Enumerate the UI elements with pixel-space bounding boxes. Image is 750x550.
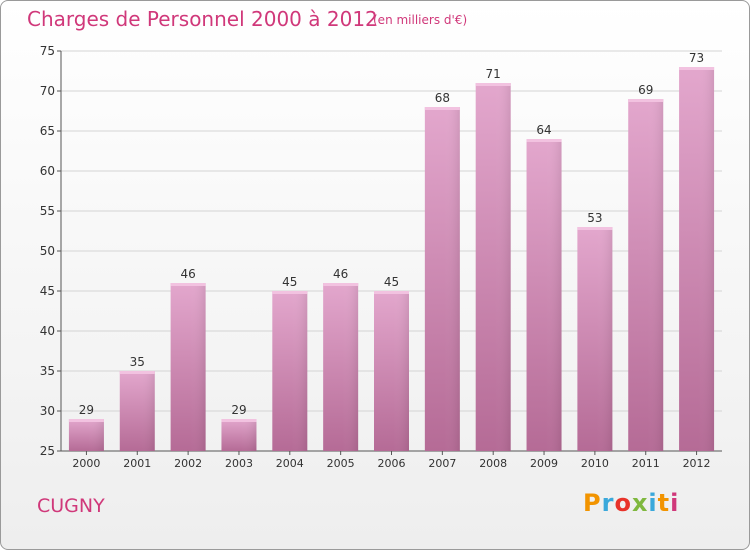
data-labels: 29 35 46 29 45 46 45 68 71 64 53 69 73 bbox=[79, 51, 704, 417]
data-label: 45 bbox=[282, 275, 297, 289]
data-label: 71 bbox=[486, 67, 501, 81]
bar-top bbox=[170, 283, 206, 286]
x-tick-label: 2010 bbox=[581, 457, 609, 470]
x-tick-label: 2007 bbox=[428, 457, 456, 470]
x-tick-label: 2001 bbox=[123, 457, 151, 470]
bar-top bbox=[679, 67, 715, 70]
y-tick-label: 75 bbox=[40, 44, 55, 58]
bar-top bbox=[628, 99, 664, 102]
logo-letter: r bbox=[601, 489, 615, 517]
bar-top bbox=[323, 283, 359, 286]
bar-shade bbox=[272, 291, 308, 451]
logo-letter: i bbox=[648, 489, 658, 517]
logo-letter: o bbox=[614, 489, 632, 517]
x-tick-label: 2009 bbox=[530, 457, 558, 470]
bar-shade bbox=[374, 291, 409, 451]
y-tick-label: 55 bbox=[40, 204, 55, 218]
bar-top bbox=[221, 419, 257, 422]
logo-letter: x bbox=[631, 489, 649, 517]
bar-shade bbox=[119, 371, 155, 451]
bar-top bbox=[475, 83, 511, 86]
bar-shade bbox=[170, 283, 206, 451]
chart-subtitle: (en milliers d'€) bbox=[373, 13, 468, 27]
bar-top bbox=[424, 107, 460, 110]
bars bbox=[68, 67, 715, 451]
bar-shade bbox=[526, 139, 562, 451]
y-tick-labels: 25 30 35 40 45 50 55 60 65 70 75 bbox=[40, 44, 55, 458]
data-label: 29 bbox=[79, 403, 94, 417]
bar-shade bbox=[323, 283, 359, 451]
bar-shade bbox=[221, 419, 257, 451]
data-label: 53 bbox=[587, 211, 602, 225]
bar-top bbox=[526, 139, 562, 142]
x-tick-label: 2000 bbox=[72, 457, 100, 470]
y-tick-label: 35 bbox=[40, 364, 55, 378]
y-tick-label: 60 bbox=[40, 164, 55, 178]
y-tick-label: 65 bbox=[40, 124, 55, 138]
x-tick-label: 2004 bbox=[276, 457, 304, 470]
x-tick-label: 2003 bbox=[225, 457, 253, 470]
logo-letter: i bbox=[670, 489, 680, 517]
bar-shade bbox=[577, 227, 613, 451]
bar-shade bbox=[424, 107, 460, 451]
bar-top bbox=[68, 419, 104, 422]
data-label: 46 bbox=[180, 267, 195, 281]
y-tick-label: 70 bbox=[40, 84, 55, 98]
x-tick-label: 2006 bbox=[378, 457, 406, 470]
bar-shade bbox=[679, 67, 715, 451]
chart-title: Charges de Personnel 2000 à 2012 bbox=[27, 7, 378, 31]
data-label: 29 bbox=[231, 403, 246, 417]
y-tick-label: 40 bbox=[40, 324, 55, 338]
bar-shade bbox=[475, 83, 511, 451]
bar-top bbox=[272, 291, 308, 294]
data-label: 64 bbox=[536, 123, 551, 137]
data-label: 68 bbox=[435, 91, 450, 105]
bar-shade bbox=[68, 419, 104, 451]
y-tick-label: 25 bbox=[40, 444, 55, 458]
data-label: 45 bbox=[384, 275, 399, 289]
data-label: 35 bbox=[130, 355, 145, 369]
x-tick-label: 2012 bbox=[683, 457, 711, 470]
x-tick-label: 2011 bbox=[632, 457, 660, 470]
y-tick-label: 50 bbox=[40, 244, 55, 258]
x-tick-label: 2008 bbox=[479, 457, 507, 470]
y-tick-label: 45 bbox=[40, 284, 55, 298]
proxiti-logo: Proxiti bbox=[583, 489, 679, 517]
data-label: 69 bbox=[638, 83, 653, 97]
data-label: 73 bbox=[689, 51, 704, 65]
bar-top bbox=[577, 227, 613, 230]
bar-top bbox=[374, 291, 409, 294]
logo-letter: t bbox=[657, 489, 671, 517]
bar-shade bbox=[628, 99, 664, 451]
y-tick-label: 30 bbox=[40, 404, 55, 418]
x-tick-label: 2005 bbox=[327, 457, 355, 470]
x-tick-label: 2002 bbox=[174, 457, 202, 470]
x-tick-labels: 2000 2001 2002 2003 2004 2005 2006 2007 2008 2009… bbox=[72, 451, 711, 470]
data-label: 46 bbox=[333, 267, 348, 281]
bar-top bbox=[119, 371, 155, 374]
commune-name: CUGNY bbox=[37, 495, 105, 517]
logo-letter: P bbox=[583, 489, 602, 517]
